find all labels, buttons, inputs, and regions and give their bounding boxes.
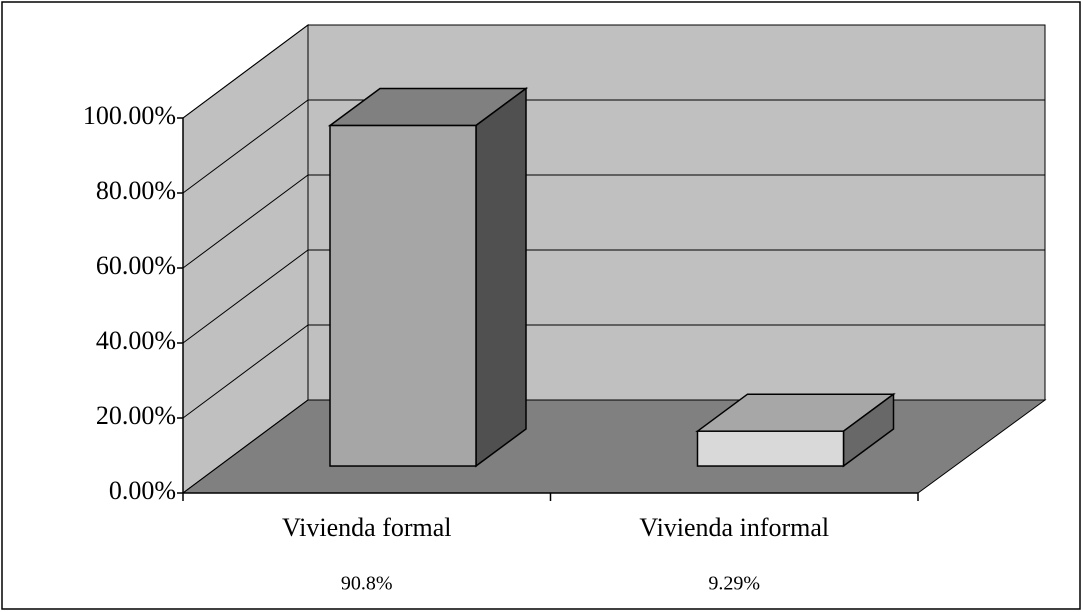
y-tick-label: 0.00%	[109, 476, 176, 505]
grid-line	[182, 174, 1045, 269]
y-tick-label: 40.00%	[96, 326, 176, 355]
y-tick-label: 80.00%	[96, 176, 176, 205]
grid-line	[182, 324, 1045, 419]
x-tick-label: Vivienda informal	[639, 513, 829, 542]
bar	[329, 124, 477, 467]
value-label: 90.8%	[341, 573, 393, 595]
value-label: 9.29%	[708, 573, 760, 595]
grid-line	[182, 249, 1045, 344]
y-tick-label: 20.00%	[96, 401, 176, 430]
y-tick-label: 100.00%	[83, 101, 176, 130]
x-tick-label: Vivienda formal	[282, 513, 452, 542]
y-tick-label: 60.00%	[96, 251, 176, 280]
bar	[696, 430, 845, 467]
grid-line	[182, 24, 1045, 119]
floor	[181, 399, 1047, 494]
bar-side	[475, 87, 527, 468]
grid-line	[182, 99, 1045, 194]
